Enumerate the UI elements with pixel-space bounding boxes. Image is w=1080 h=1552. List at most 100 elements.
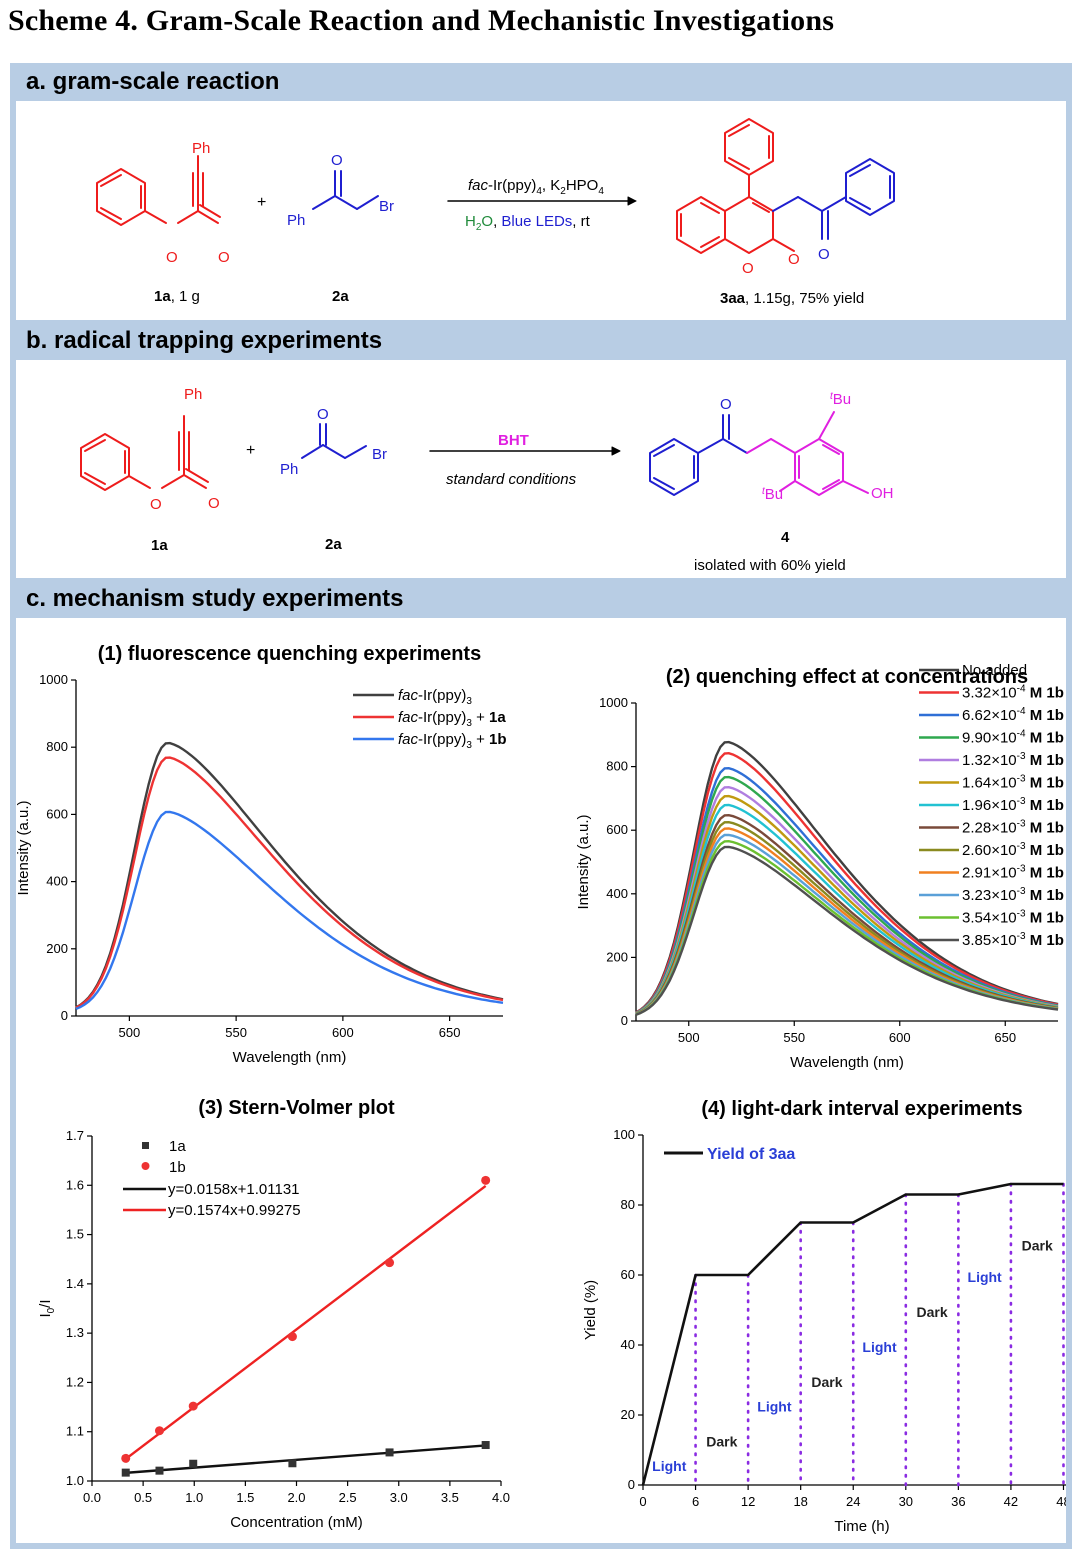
gram-scale-reaction-scheme: Ph O O + O Ph Br 1a, 1 g 2a fac-Ir(ppy)4… (96, 118, 895, 307)
chart-title: (4) light-dark interval experiments (701, 1098, 1022, 1120)
legend-entry: No added (962, 662, 1027, 679)
x-tick-label: 1.0 (185, 1490, 203, 1505)
o-label-2a-b: O (317, 406, 329, 423)
x-tick-label: 650 (439, 1025, 461, 1040)
legend-entry: 1.32×10-3 M 1b (962, 751, 1064, 769)
x-tick-label: 600 (889, 1030, 911, 1045)
product-4-yield: isolated with 60% yield (694, 557, 846, 574)
x-tick-label: 500 (119, 1025, 141, 1040)
yield-line (641, 1182, 1064, 1486)
y-tick-label: 1000 (599, 695, 628, 710)
label-4: 4 (781, 529, 790, 546)
structure-2a (312, 170, 379, 210)
x-tick-label: 24 (846, 1494, 860, 1509)
x-tick-label: 0 (639, 1494, 646, 1509)
legend-entry: 3.32×10-4 M 1b (962, 684, 1064, 702)
y-tick-label: 20 (621, 1407, 635, 1422)
o-carbonyl-label-1a: O (218, 249, 230, 266)
y-tick-label: 200 (606, 949, 628, 964)
interval-label-dark: Dark (706, 1434, 737, 1450)
chart-title: (3) Stern-Volmer plot (198, 1097, 395, 1119)
y-tick-label: 0 (628, 1477, 635, 1492)
y-axis-label: Yield (%) (582, 1280, 599, 1340)
x-axis-label: Concentration (mM) (230, 1514, 363, 1531)
x-tick-label: 3.5 (441, 1490, 459, 1505)
o-label-2a: O (331, 152, 343, 169)
data-point-1a (189, 1459, 198, 1468)
y-tick-label: 0 (621, 1013, 628, 1028)
legend-entry: fac-Ir(ppy)3 + 1b (398, 731, 507, 751)
radical-trapping-scheme: Ph O O + O Ph Br 1a 2a BHT standard cond… (80, 386, 894, 574)
y-tick-label: 400 (46, 874, 68, 889)
spectrum-line-4 (635, 775, 1059, 1015)
x-tick-label: 48 (1056, 1494, 1066, 1509)
x-tick-label: 6 (692, 1494, 699, 1509)
x-axis-label: Time (h) (834, 1518, 889, 1535)
interval-label-light: Light (968, 1269, 1003, 1285)
y-tick-label: 1.5 (66, 1227, 84, 1242)
y-tick-label: 400 (606, 886, 628, 901)
legend-fit-label: y=0.0158x+1.01131 (168, 1181, 300, 1198)
spectrum-line-13 (635, 845, 1059, 1016)
tbu-bottom-label: tBu (762, 486, 783, 503)
y-tick-label: 1.0 (66, 1473, 84, 1488)
y-tick-label: 1.2 (66, 1374, 84, 1389)
data-point-1a (481, 1441, 490, 1450)
label-1a-b: 1a (151, 537, 168, 554)
o-carbonyl-label-1a-b: O (208, 495, 220, 512)
legend-entry: 3.85×10-3 M 1b (962, 931, 1064, 949)
legend-entry: 2.60×10-3 M 1b (962, 841, 1064, 859)
fluorescence-quenching-chart: (1) fluorescence quenching experiments 50… (16, 643, 507, 1066)
o-ester-label-1a-b: O (150, 496, 162, 513)
label-2a: 2a (332, 288, 349, 305)
x-axis-label: Wavelength (nm) (233, 1049, 347, 1066)
section-c-panel: (1) fluorescence quenching experiments 50… (16, 618, 1066, 1543)
legend-marker-1b (141, 1162, 150, 1170)
legend-entry-1a: 1a (169, 1138, 186, 1155)
x-tick-label: 650 (994, 1030, 1016, 1045)
spectrum-line-1 (635, 740, 1059, 1014)
y-tick-label: 0 (61, 1008, 68, 1023)
legend-entry: 6.62×10-4 M 1b (962, 706, 1064, 724)
x-tick-label: 18 (793, 1494, 807, 1509)
interval-label-dark: Dark (811, 1374, 842, 1390)
legend-entry: 3.23×10-3 M 1b (962, 886, 1064, 904)
legend-marker-1a (142, 1142, 149, 1149)
interval-label-light: Light (862, 1339, 897, 1355)
legend-entry: 3.54×10-3 M 1b (962, 909, 1064, 927)
x-tick-label: 0.5 (134, 1490, 152, 1505)
section-b-header: b. radical trapping experiments (26, 327, 383, 354)
section-a-panel: Ph O O + O Ph Br 1a, 1 g 2a fac-Ir(ppy)4… (16, 101, 1066, 320)
x-tick-label: 550 (225, 1025, 247, 1040)
y-axis-label: Intensity (a.u.) (575, 814, 592, 909)
o-ring-label-3aa: O (788, 251, 800, 268)
tbu-top-label: tBu (830, 391, 851, 408)
data-point-1b (481, 1175, 491, 1185)
label-3aa: 3aa, 1.15g, 75% yield (720, 290, 864, 307)
legend-entry: 1.96×10-3 M 1b (962, 796, 1064, 814)
y-tick-label: 60 (621, 1267, 635, 1282)
x-tick-label: 550 (783, 1030, 805, 1045)
x-tick-label: 600 (332, 1025, 354, 1040)
section-c-header: c. mechanism study experiments (26, 585, 404, 612)
y-tick-label: 1000 (39, 672, 68, 687)
ph-label-1a: Ph (192, 140, 210, 157)
legend-entry: fac-Ir(ppy)3 (398, 687, 472, 707)
plus-sign: + (257, 194, 266, 211)
label-2a-b: 2a (325, 536, 342, 553)
br-label-2a-b: Br (372, 446, 387, 463)
fit-line-2 (125, 1184, 487, 1460)
section-b-panel: Ph O O + O Ph Br 1a 2a BHT standard cond… (16, 360, 1066, 578)
y-tick-label: 200 (46, 941, 68, 956)
interval-label-dark: Dark (1022, 1238, 1053, 1254)
y-tick-label: 100 (613, 1127, 635, 1142)
spectrum-line-7 (635, 803, 1059, 1015)
data-point-1a (155, 1466, 164, 1475)
spectrum-line-2 (75, 756, 504, 1009)
data-point-1a (121, 1468, 130, 1477)
y-tick-label: 1.6 (66, 1177, 84, 1192)
o-ketone-label-3aa: O (818, 246, 830, 263)
o-ketone-label-4: O (720, 396, 732, 413)
br-label-2a: Br (379, 198, 394, 215)
reagent-bht: BHT (498, 432, 529, 449)
